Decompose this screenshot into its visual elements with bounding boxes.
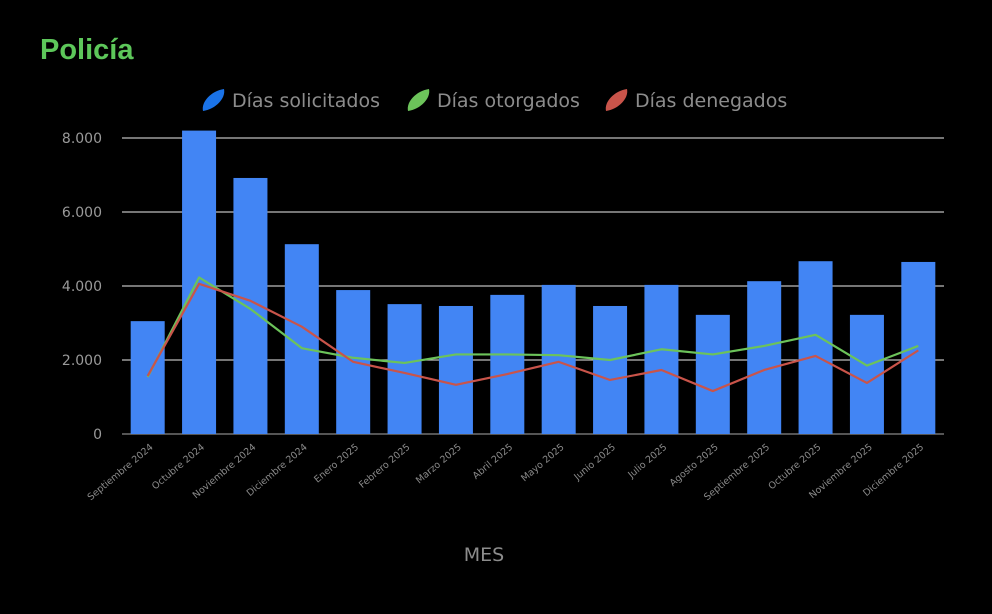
bar bbox=[695, 314, 730, 434]
x-tick-label: Marzo 2025 bbox=[414, 442, 464, 486]
x-tick-label: Octubre 2024 bbox=[150, 442, 207, 492]
y-tick-label: 0 bbox=[93, 427, 102, 443]
bar bbox=[849, 314, 884, 434]
y-tick-label: 8.000 bbox=[62, 131, 102, 147]
bar bbox=[644, 284, 679, 434]
legend-swatch bbox=[202, 89, 225, 111]
bar bbox=[747, 281, 782, 434]
x-axis-label: MES bbox=[464, 544, 504, 566]
x-tick-label: Abril 2025 bbox=[471, 442, 516, 482]
legend-swatch bbox=[605, 89, 628, 111]
y-tick-label: 4.000 bbox=[62, 279, 102, 295]
y-tick-label: 2.000 bbox=[62, 353, 102, 369]
legend-label: Días solicitados bbox=[232, 90, 380, 112]
line-otorgados bbox=[146, 276, 919, 378]
line-denegados bbox=[146, 282, 919, 393]
bar bbox=[901, 261, 936, 434]
x-tick-label: Agosto 2025 bbox=[668, 442, 721, 489]
bar bbox=[438, 305, 473, 434]
x-tick-label: Septiembre 2024 bbox=[86, 442, 156, 503]
legend-label: Días denegados bbox=[635, 90, 787, 112]
y-tick-label: 6.000 bbox=[62, 205, 102, 221]
legend-label: Días otorgados bbox=[437, 90, 580, 112]
x-tick-label: Febrero 2025 bbox=[357, 442, 412, 491]
x-tick-label: Junio 2025 bbox=[571, 442, 618, 484]
x-tick-label: Julio 2025 bbox=[625, 442, 669, 481]
bar bbox=[130, 321, 165, 434]
bar bbox=[182, 130, 217, 434]
x-tick-label: Octubre 2025 bbox=[766, 442, 823, 492]
bar bbox=[541, 284, 576, 434]
legend-swatch bbox=[407, 89, 430, 111]
x-tick-label: Mayo 2025 bbox=[519, 442, 566, 484]
bar bbox=[593, 305, 628, 434]
x-tick-label: Enero 2025 bbox=[312, 442, 361, 486]
bar bbox=[387, 304, 422, 434]
chart-title: Policía bbox=[40, 34, 134, 66]
bar bbox=[490, 294, 525, 434]
bar bbox=[798, 261, 833, 434]
